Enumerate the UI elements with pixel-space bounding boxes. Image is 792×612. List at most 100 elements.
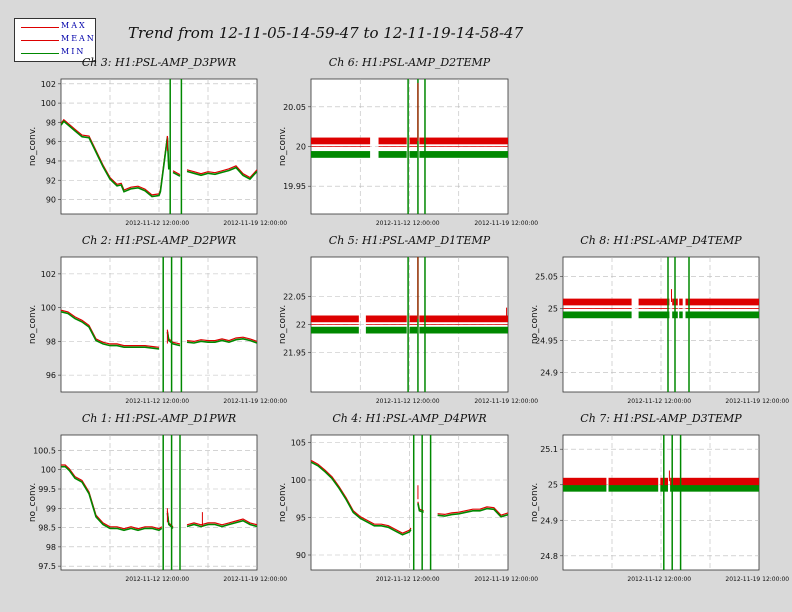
- x-tick-label: 2012-11-19 12:00:00: [223, 398, 287, 405]
- legend-mean-label: MEAN: [61, 34, 96, 43]
- y-tick-label: 105: [291, 439, 306, 448]
- series-max-line: [186, 336, 257, 343]
- data-layer: [61, 435, 257, 570]
- chart-ch1: Ch 1: H1:PSL-AMP_D1PWR 100.5 100 99.5 99 98.5…: [28, 412, 287, 583]
- series-max-line: [186, 518, 257, 526]
- min-band: [378, 151, 407, 158]
- x-tick-label: 2012-11-12 12:00:00: [125, 576, 189, 583]
- legend-max-swatch: [21, 27, 59, 28]
- series-max-line: [172, 170, 181, 176]
- x-tick-label: 2012-11-12 12:00:00: [125, 220, 189, 227]
- y-tick-label: 21.95: [283, 349, 306, 358]
- y-axis-label: no_conv.: [28, 127, 38, 166]
- data-layer: [61, 79, 257, 214]
- y-tick-label: 98: [46, 337, 56, 346]
- max-band: [365, 315, 407, 323]
- series-min-line: [172, 171, 181, 177]
- legend-max-label: MAX: [61, 21, 87, 30]
- x-tick-label: 2012-11-19 12:00:00: [725, 576, 789, 583]
- x-tick-label: 2012-11-19 12:00:00: [223, 576, 287, 583]
- chart-ch6: Ch 6: H1:PSL-AMP_D2TEMP 20.05 20 19.95 2012-…: [278, 56, 538, 227]
- y-tick-label: 99.5: [38, 485, 56, 494]
- y-axis-label: no_conv.: [530, 305, 540, 344]
- x-tick-label: 2012-11-19 12:00:00: [725, 398, 789, 405]
- x-tick-label: 2012-11-12 12:00:00: [376, 398, 440, 405]
- y-tick-label: 98: [46, 543, 56, 552]
- series-min-line: [61, 120, 170, 198]
- y-tick-label: 22.05: [283, 292, 306, 301]
- chart-title: Ch 3: H1:PSL-AMP_D3PWR: [82, 56, 236, 69]
- series-max-line: [61, 309, 160, 348]
- chart-title: Ch 7: H1:PSL-AMP_D3TEMP: [580, 412, 742, 425]
- chart-title: Ch 5: H1:PSL-AMP_D1TEMP: [329, 234, 491, 247]
- min-band: [679, 311, 683, 319]
- y-tick-label: 25.1: [540, 445, 558, 454]
- series-max-line: [61, 464, 163, 530]
- data-layer: [311, 79, 508, 214]
- legend-mean: MEAN: [15, 34, 95, 48]
- series-min-line: [437, 507, 508, 518]
- y-tick-label: 20.05: [283, 103, 306, 112]
- y-tick-label: 94: [46, 157, 56, 166]
- min-band: [419, 151, 508, 158]
- max-band: [409, 315, 418, 323]
- chart-ch4: Ch 4: H1:PSL-AMP_D4PWR 105 100 95 90 2012-11-…: [278, 412, 538, 583]
- max-band: [409, 137, 418, 145]
- y-tick-label: 20: [296, 143, 306, 152]
- series-min-line: [186, 166, 257, 181]
- x-tick-label: 2012-11-19 12:00:00: [474, 220, 538, 227]
- series-min-line: [311, 461, 412, 536]
- y-tick-label: 102: [41, 270, 56, 279]
- y-tick-label: 96: [46, 371, 56, 380]
- y-tick-label: 100: [41, 466, 56, 475]
- x-tick-label: 2012-11-19 12:00:00: [474, 576, 538, 583]
- max-band: [419, 137, 508, 145]
- y-tick-label: 24.9: [540, 516, 558, 525]
- legend-min: MIN: [15, 47, 95, 61]
- chart-ch3: Ch 3: H1:PSL-AMP_D3PWR 102 100 98 96 94 92 90 20…: [28, 56, 287, 227]
- min-band: [311, 326, 359, 334]
- max-band: [378, 137, 407, 145]
- min-band: [608, 484, 659, 492]
- max-band: [679, 298, 683, 306]
- data-layer: [563, 435, 759, 570]
- y-tick-label: 99: [46, 504, 56, 513]
- y-tick-label: 24.95: [535, 337, 558, 346]
- legend-min-label: MIN: [61, 47, 86, 56]
- y-tick-label: 98: [46, 118, 56, 127]
- series-min-line: [186, 519, 257, 528]
- min-band: [563, 311, 632, 319]
- min-band: [638, 311, 670, 319]
- max-band: [670, 477, 759, 485]
- max-band: [311, 137, 371, 145]
- series-max-line: [186, 165, 257, 179]
- max-band: [563, 298, 632, 306]
- data-layer: [311, 257, 508, 392]
- chart-ch5: Ch 5: H1:PSL-AMP_D1TEMP 22.05 22 21.95 2012-…: [278, 234, 538, 405]
- series-min-line: [61, 311, 160, 350]
- max-band: [563, 477, 607, 485]
- y-tick-label: 25: [548, 481, 558, 490]
- chart-ch7: Ch 7: H1:PSL-AMP_D3TEMP 25.1 25 24.9 24.8 201…: [530, 412, 789, 583]
- y-tick-label: 95: [296, 514, 306, 523]
- x-tick-label: 2012-11-12 12:00:00: [125, 398, 189, 405]
- page-title: Trend from 12-11-05-14-59-47 to 12-11-19…: [128, 24, 524, 42]
- max-band: [608, 477, 659, 485]
- y-tick-label: 92: [46, 176, 56, 185]
- y-tick-label: 24.8: [540, 552, 558, 561]
- y-tick-label: 90: [46, 196, 56, 205]
- y-axis-label: no_conv.: [278, 127, 288, 166]
- y-tick-label: 100.5: [33, 446, 56, 455]
- min-band: [419, 326, 508, 334]
- y-axis-label: no_conv.: [278, 483, 288, 522]
- min-band: [311, 151, 371, 158]
- y-tick-label: 98.5: [38, 524, 56, 533]
- x-tick-label: 2012-11-12 12:00:00: [627, 398, 691, 405]
- series-min-line: [186, 337, 257, 344]
- y-axis-label: no_conv.: [278, 305, 288, 344]
- x-tick-label: 2012-11-12 12:00:00: [376, 220, 440, 227]
- legend: MAX MEAN MIN: [14, 18, 96, 62]
- chart-title: Ch 2: H1:PSL-AMP_D2PWR: [82, 234, 236, 247]
- min-band: [685, 311, 759, 319]
